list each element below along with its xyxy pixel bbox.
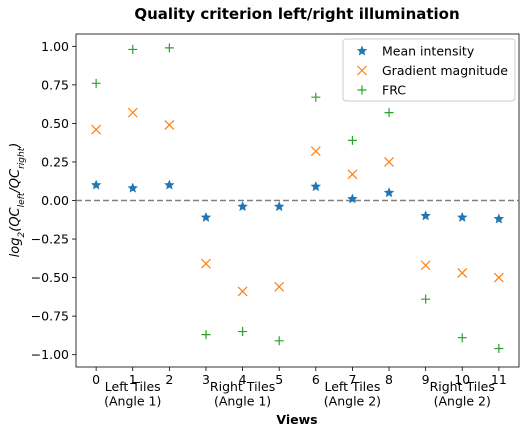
series-3-point — [238, 327, 248, 337]
series-1-point — [273, 201, 285, 212]
series-2-point — [201, 258, 211, 269]
series-1-point — [127, 182, 138, 193]
series-3-point — [164, 43, 174, 53]
series-1-point — [237, 201, 248, 212]
series-2-point — [274, 281, 285, 292]
y-axis-label: log2(QCleft/QCright) — [8, 143, 27, 258]
series-3-point — [347, 135, 357, 145]
series-1-point — [347, 193, 358, 204]
x-group-label: Left Tiles (Angle 2) — [324, 379, 381, 409]
series-2-point — [420, 260, 431, 271]
series-1-point — [90, 179, 102, 190]
legend-marker-3 — [357, 85, 367, 95]
series-1-point — [310, 181, 322, 192]
series-3-point — [201, 330, 211, 340]
y-tick-label: 0.50 — [41, 116, 69, 131]
x-tick-label: 2 — [165, 372, 173, 387]
x-tick-label: 1 — [129, 372, 137, 387]
series-2-point — [91, 124, 102, 135]
x-tick-label: 11 — [491, 372, 507, 387]
series-2-point — [457, 268, 468, 278]
y-tick-label: 0.25 — [41, 154, 69, 169]
x-tick-label: 3 — [202, 372, 210, 387]
legend-marker-1 — [356, 45, 368, 56]
y-tick-label: −1.00 — [31, 347, 69, 362]
y-tick-label: 1.00 — [41, 39, 69, 54]
x-tick-label: 5 — [275, 372, 283, 387]
series-3-point — [128, 44, 138, 54]
x-tick-label: 8 — [385, 372, 393, 387]
series-3-point — [274, 336, 284, 346]
y-tick-label: 0.75 — [41, 77, 69, 92]
y-tick-label: −0.25 — [31, 232, 69, 247]
legend-label-3: FRC — [382, 83, 406, 98]
x-tick-label: 7 — [348, 372, 356, 387]
series-1-point — [493, 213, 505, 224]
legend-box — [342, 38, 516, 102]
y-tick-label: −0.50 — [31, 270, 69, 285]
chart-title: Quality criterion left/right illuminatio… — [134, 5, 459, 23]
y-tick-label: 0.00 — [41, 193, 69, 208]
y-tick-label: −0.75 — [31, 309, 69, 324]
x-tick-label: 9 — [422, 372, 430, 387]
series-1-point — [420, 210, 431, 221]
series-3-point — [311, 92, 321, 102]
x-group-label: Left Tiles (Angle 1) — [104, 379, 161, 409]
series-3-point — [494, 344, 504, 353]
series-3-point — [91, 78, 101, 88]
series-3-point — [457, 333, 467, 343]
x-axis-label: Views — [276, 412, 317, 427]
x-group-label: Right Tiles (Angle 1) — [210, 379, 275, 409]
x-tick-label: 10 — [454, 372, 470, 387]
series-2-point — [164, 120, 175, 130]
legend: Mean intensity Gradient magnitude FRC — [342, 38, 516, 102]
x-tick-label: 4 — [239, 372, 247, 387]
series-3-point — [384, 108, 394, 118]
x-tick-label: 0 — [92, 372, 100, 387]
series-2-point — [237, 286, 248, 297]
legend-marker-2 — [357, 65, 367, 76]
series-1-point — [383, 187, 395, 198]
series-1-point — [200, 211, 212, 222]
series-1-point — [457, 211, 468, 222]
x-group-label: Right Tiles (Angle 2) — [430, 379, 495, 409]
series-1-point — [164, 179, 175, 190]
x-tick-label: 6 — [312, 372, 320, 387]
series-3-point — [421, 294, 431, 304]
legend-label-1: Mean intensity — [382, 44, 475, 59]
series-2-point — [493, 272, 504, 283]
legend-label-2: Gradient magnitude — [382, 63, 508, 78]
series-2-point — [347, 169, 358, 180]
series-2-point — [384, 157, 394, 167]
series-2-point — [127, 107, 138, 118]
series-2-point — [310, 146, 321, 157]
